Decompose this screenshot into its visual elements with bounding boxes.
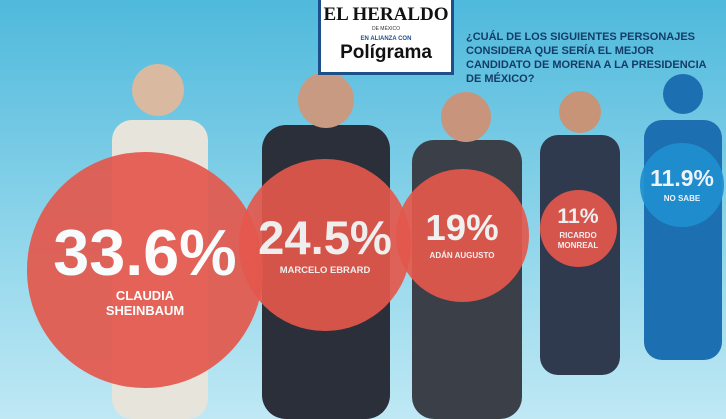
- category-label: NO SABE: [663, 193, 701, 203]
- logo: EL HERALDO DE MÉXICO EN ALIANZA CON Polí…: [318, 0, 454, 75]
- bubble: 11.9% NO SABE: [640, 143, 724, 227]
- brand: EL HERALDO: [323, 4, 449, 25]
- bubble: 24.5% MARCELO EBRARD: [239, 159, 411, 331]
- value-label: 24.5%: [258, 211, 392, 264]
- value-label: 33.6%: [53, 215, 237, 289]
- chart-title: ¿CUÁL DE LOS SIGUIENTES PERSONAJES CONSI…: [466, 31, 707, 85]
- bubble: 11% RICARDO MONREAL: [539, 189, 617, 267]
- partner: Polígrama: [340, 42, 432, 63]
- bubble: 19% ADÁN AUGUSTO: [395, 168, 529, 302]
- value-label: 11.9%: [650, 164, 714, 191]
- value-label: 19%: [425, 207, 499, 249]
- value-label: 11%: [557, 205, 599, 229]
- brand-sub: DE MÉXICO: [371, 26, 401, 32]
- category-label: RICARDO MONREAL: [557, 231, 599, 250]
- category-label: ADÁN AUGUSTO: [429, 250, 495, 260]
- alliance: EN ALIANZA CON: [360, 36, 412, 42]
- category-label: CLAUDIA SHEINBAUM: [105, 288, 185, 319]
- bubble: 33.6% CLAUDIA SHEINBAUM: [27, 152, 263, 388]
- category-label: MARCELO EBRARD: [279, 264, 371, 276]
